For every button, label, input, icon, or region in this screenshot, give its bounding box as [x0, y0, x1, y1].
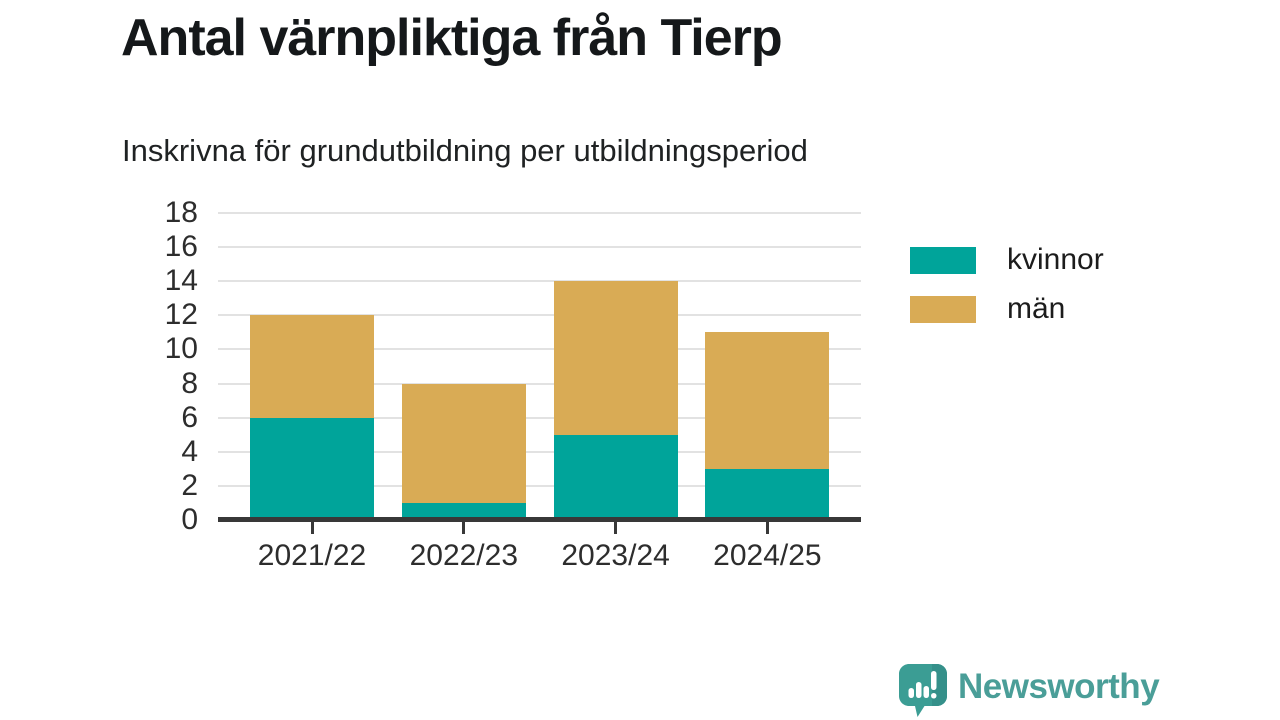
y-axis-tick-label: 8 [181, 366, 198, 400]
x-axis-tick-label: 2024/25 [713, 539, 822, 572]
speech-bubble-bar-chart-icon [899, 664, 947, 717]
footer-brand: Newsworthy [897, 662, 1160, 718]
gridline-10 [218, 348, 861, 351]
bar-2022/23-kvinnor [401, 502, 526, 520]
gridline-14 [218, 280, 861, 283]
axis-tick-mark [462, 522, 466, 534]
y-axis-tick-label: 2 [181, 468, 198, 502]
gridline-12 [218, 314, 861, 317]
legend: kvinnor män [910, 245, 1104, 343]
legend-label-kvinnor: kvinnor [1007, 243, 1104, 276]
bar-2024/25-män [705, 332, 830, 469]
y-axis-tick-label: 6 [181, 400, 198, 434]
bar-2021/22-män [250, 315, 374, 418]
gridline-2 [218, 484, 861, 487]
gridline-16 [218, 246, 861, 249]
y-axis-tick-label: 12 [164, 298, 198, 332]
chart-subtitle: Inskrivna för grundutbildning per utbild… [122, 133, 808, 168]
x-axis-line [218, 517, 861, 522]
x-axis-tick-label: 2022/23 [409, 539, 519, 572]
axis-tick-mark [310, 522, 314, 534]
y-axis-tick-label: 4 [181, 434, 198, 468]
plot-area [218, 212, 861, 534]
y-axis-tick-label: 10 [164, 332, 198, 366]
legend-swatch-män [910, 295, 976, 323]
chart-title: Antal värnpliktiga från Tierp [121, 9, 783, 67]
y-axis-tick-label: 14 [164, 264, 198, 298]
gridline-8 [218, 382, 861, 385]
bar-2023/24-män [553, 281, 678, 435]
x-axis-tick-label: 2021/22 [257, 539, 367, 572]
y-axis-tick-label: 18 [164, 196, 198, 229]
gridline-6 [218, 416, 861, 419]
legend-item-kvinnor: kvinnor [910, 245, 1104, 275]
gridline-18 [218, 212, 861, 214]
axis-tick-mark [614, 522, 618, 534]
legend-item-män: män [910, 294, 1104, 324]
x-axis-tick-label: 2023/24 [561, 539, 670, 572]
bar-2023/24-kvinnor [553, 434, 678, 520]
bar-2022/23-män [401, 383, 526, 503]
legend-label-män: män [1007, 292, 1066, 325]
gridline-4 [218, 450, 861, 453]
y-axis-tick-label: 0 [181, 503, 198, 536]
bar-2021/22-kvinnor [250, 417, 374, 520]
brand-name: Newsworthy [958, 666, 1160, 706]
y-axis-tick-label: 16 [164, 230, 198, 264]
axis-tick-mark [765, 522, 769, 534]
y-axis: 0 2 4 6 8 10 12 14 16 18 [60, 198, 198, 535]
x-axis: 2021/22 2022/23 2023/24 2024/25 [218, 541, 861, 581]
legend-swatch-kvinnor [910, 246, 976, 274]
bar-2024/25-kvinnor [705, 468, 830, 520]
